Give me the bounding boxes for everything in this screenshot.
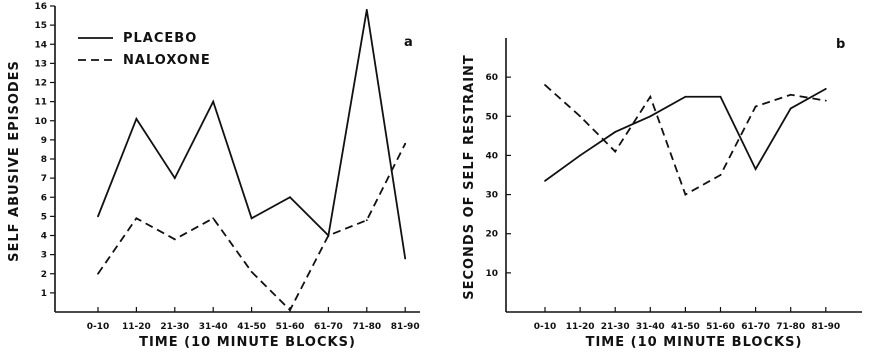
data-point bbox=[719, 95, 722, 98]
data-point bbox=[684, 95, 687, 98]
x-tick-label: 21-30 bbox=[160, 322, 189, 332]
panel-b-chart: 10 20 30 40 50 60 0-10 11-20 21-30 31-40 41-50 51-6… bbox=[462, 37, 862, 350]
data-point bbox=[97, 272, 99, 275]
data-point bbox=[212, 100, 215, 103]
data-point bbox=[135, 217, 138, 220]
legend-label: NALOXONE bbox=[123, 53, 211, 68]
x-axis-title: TIME (10 MINUTE BLOCKS) bbox=[586, 335, 803, 350]
data-point bbox=[365, 8, 368, 11]
y-tick-label: 5 bbox=[41, 212, 47, 222]
y-axis-title: SELF ABUSIVE EPISODES bbox=[7, 60, 22, 262]
data-point bbox=[404, 142, 407, 145]
x-tick-label: 41-50 bbox=[671, 322, 700, 332]
x-tick-label: 31-40 bbox=[199, 322, 228, 332]
data-point bbox=[544, 179, 546, 182]
data-point bbox=[649, 115, 652, 118]
y-axis-title: SECONDS OF SELF RESTRAINT bbox=[462, 54, 477, 300]
legend-label: PLACEBO bbox=[123, 31, 197, 46]
y-tick-label: 11 bbox=[34, 98, 47, 108]
data-point bbox=[824, 99, 827, 102]
data-point bbox=[135, 117, 138, 120]
data-point bbox=[250, 217, 253, 220]
data-point bbox=[289, 309, 291, 311]
x-tick-label: 71-80 bbox=[776, 322, 805, 332]
y-tick-label: 10 bbox=[485, 269, 498, 279]
x-tick-label: 51-60 bbox=[276, 322, 305, 332]
y-tick-label: 3 bbox=[41, 251, 47, 261]
data-point bbox=[614, 131, 617, 133]
data-point bbox=[579, 154, 581, 157]
y-tick-label: 60 bbox=[485, 73, 498, 83]
x-tick-label: 21-30 bbox=[601, 322, 630, 332]
dashed-series-line bbox=[544, 84, 826, 196]
data-point bbox=[250, 270, 253, 273]
y-tick-label: 15 bbox=[34, 21, 47, 31]
data-point bbox=[173, 177, 176, 180]
x-tick-label: 31-40 bbox=[636, 322, 665, 332]
x-tick-label: 0-10 bbox=[534, 322, 557, 332]
dashed-series-line bbox=[97, 143, 407, 312]
data-point bbox=[824, 87, 827, 90]
solid-series-line bbox=[97, 9, 407, 259]
x-tick-label: 41-50 bbox=[237, 322, 266, 332]
x-tick-label: 0-10 bbox=[87, 322, 110, 332]
x-axis-title: TIME (10 MINUTE BLOCKS) bbox=[139, 335, 356, 350]
y-tick-label: 13 bbox=[34, 59, 47, 69]
y-tick-label: 8 bbox=[41, 155, 47, 165]
solid-series-line bbox=[544, 88, 827, 182]
data-point bbox=[544, 84, 546, 86]
x-tick-label: 11-20 bbox=[122, 322, 151, 332]
data-point bbox=[754, 168, 757, 171]
y-tick-label: 10 bbox=[34, 117, 47, 127]
data-point bbox=[404, 257, 407, 260]
y-tick-label: 40 bbox=[485, 151, 498, 161]
data-point bbox=[754, 105, 757, 108]
y-tick-label: 16 bbox=[34, 2, 47, 12]
y-tick-label: 12 bbox=[34, 79, 47, 89]
y-tick-label: 50 bbox=[485, 112, 498, 122]
y-tick-label: 2 bbox=[41, 270, 47, 280]
data-point bbox=[719, 174, 722, 176]
data-point bbox=[649, 95, 652, 98]
data-point bbox=[327, 234, 330, 237]
data-point bbox=[289, 196, 291, 199]
y-tick-label: 7 bbox=[41, 174, 47, 184]
x-tick-label: 71-80 bbox=[352, 322, 381, 332]
data-point bbox=[365, 219, 368, 222]
panel-label: a bbox=[404, 35, 413, 50]
x-tick-label: 11-20 bbox=[566, 322, 595, 332]
data-point bbox=[579, 115, 581, 118]
y-tick-label: 9 bbox=[41, 136, 47, 146]
data-point bbox=[173, 238, 176, 241]
y-tick-label: 20 bbox=[485, 230, 498, 240]
data-point bbox=[212, 217, 215, 220]
data-point bbox=[789, 93, 792, 96]
panel-label: b bbox=[836, 37, 845, 52]
x-tick-label: 81-90 bbox=[811, 322, 840, 332]
x-tick-label: 81-90 bbox=[391, 322, 420, 332]
x-tick-label: 61-70 bbox=[314, 322, 343, 332]
data-point bbox=[789, 107, 792, 110]
y-tick-label: 6 bbox=[41, 193, 47, 203]
data-point bbox=[97, 215, 99, 218]
y-tick-label: 1 bbox=[41, 289, 47, 299]
y-tick-label: 30 bbox=[485, 191, 498, 201]
y-tick-label: 4 bbox=[41, 232, 47, 242]
data-point bbox=[684, 193, 687, 196]
x-tick-label: 51-60 bbox=[706, 322, 735, 332]
x-tick-label: 61-70 bbox=[741, 322, 770, 332]
y-tick-label: 14 bbox=[34, 40, 47, 50]
data-point bbox=[614, 150, 617, 153]
